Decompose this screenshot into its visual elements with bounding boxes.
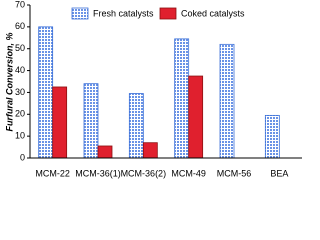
bar [264, 114, 280, 159]
bar [83, 83, 99, 159]
bar [128, 93, 144, 159]
bar [52, 86, 68, 159]
legend-swatch [71, 7, 89, 20]
y-tick-label: 10 [15, 131, 25, 141]
legend-label: Fresh catalysts [93, 8, 154, 18]
y-tick-label: 70 [15, 0, 25, 9]
x-tick-label: BEA [270, 168, 288, 178]
chart: Furfural Conversion, % 0 10 20 30 40 50 60 70 MC… [4, 0, 302, 178]
bar [38, 26, 54, 159]
y-tick-label: 30 [15, 87, 25, 97]
y-tick-label: 50 [15, 43, 25, 53]
bar [97, 145, 113, 159]
x-tick-label: MCM-56 [217, 168, 252, 178]
x-tick-label: MCM-49 [171, 168, 206, 178]
y-tick-label: 60 [15, 21, 25, 31]
y-tick-label: 40 [15, 65, 25, 75]
y-tick-label: 0 [20, 152, 25, 162]
x-tick-label: MCM-36(1) [75, 168, 121, 178]
y-tick-label: 20 [15, 109, 25, 119]
y-axis-label: Furfural Conversion, % [4, 32, 14, 131]
bar [188, 75, 204, 159]
x-tick-label: MCM-36(2) [121, 168, 167, 178]
bar [142, 142, 158, 159]
bar [174, 38, 190, 159]
legend-swatch [159, 7, 177, 20]
bar [219, 43, 235, 159]
legend-label: Coked catalysts [181, 8, 245, 18]
x-tick-label: MCM-22 [35, 168, 70, 178]
